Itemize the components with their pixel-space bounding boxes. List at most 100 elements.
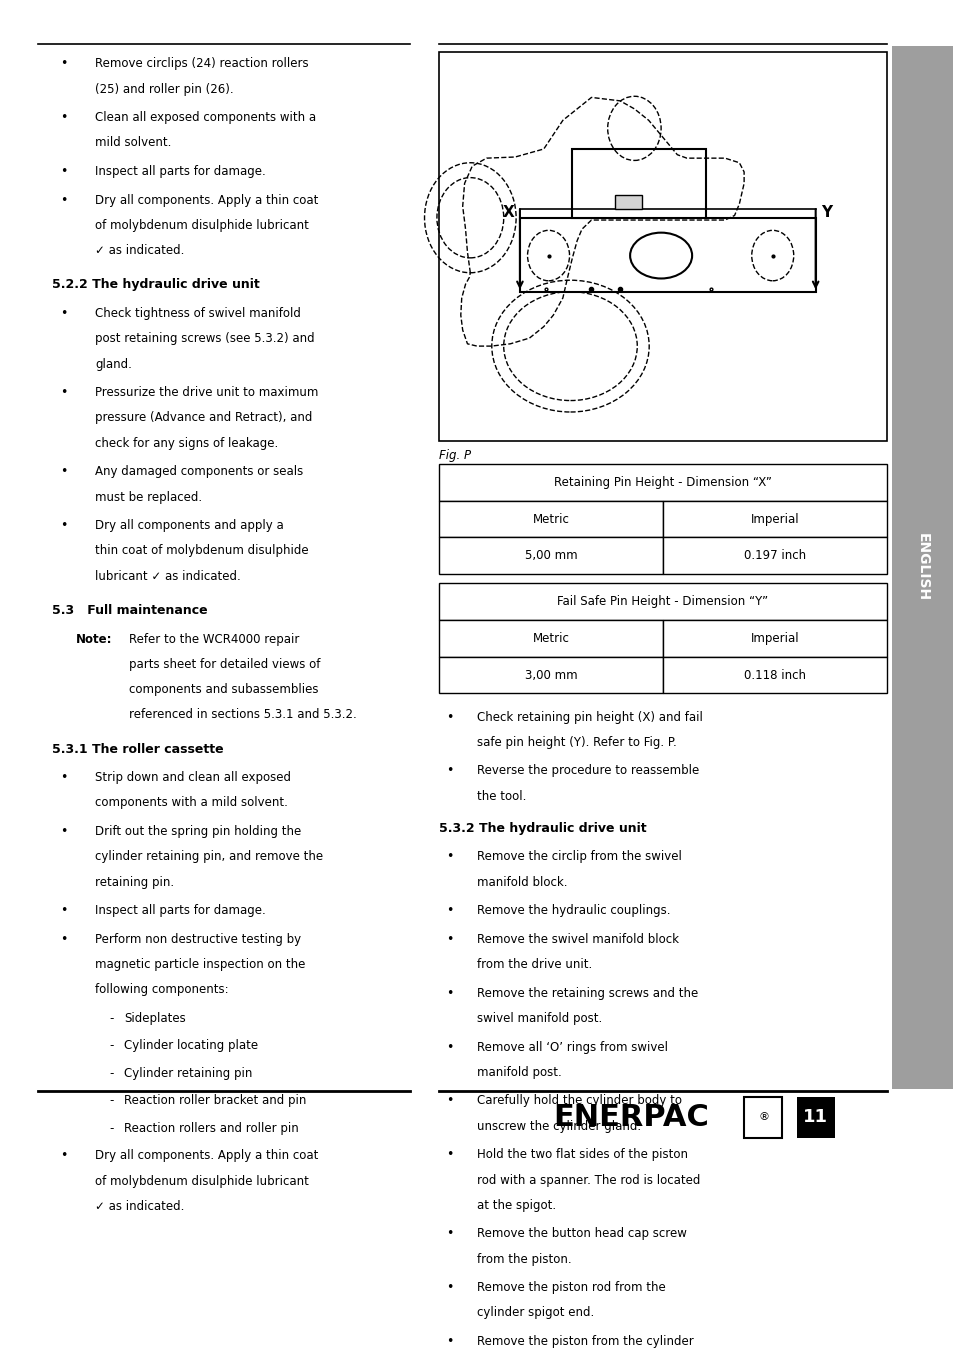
Text: Remove circlips (24) reaction rollers: Remove circlips (24) reaction rollers bbox=[95, 57, 309, 70]
Text: mild solvent.: mild solvent. bbox=[95, 137, 172, 149]
Text: Dry all components. Apply a thin coat: Dry all components. Apply a thin coat bbox=[95, 194, 318, 207]
Text: Sideplates: Sideplates bbox=[124, 1011, 186, 1025]
Text: -: - bbox=[110, 1094, 114, 1108]
Text: •: • bbox=[446, 987, 454, 999]
Text: ENGLISH: ENGLISH bbox=[915, 533, 929, 601]
Text: Remove the button head cap screw: Remove the button head cap screw bbox=[476, 1228, 686, 1240]
Text: Y: Y bbox=[821, 204, 832, 219]
Text: rod with a spanner. The rod is located: rod with a spanner. The rod is located bbox=[476, 1174, 700, 1186]
Text: gland.: gland. bbox=[95, 357, 132, 371]
Text: Dry all components and apply a: Dry all components and apply a bbox=[95, 519, 284, 532]
Bar bbox=[438, 620, 662, 657]
Text: Refer to the WCR4000 repair: Refer to the WCR4000 repair bbox=[129, 632, 299, 646]
Text: Remove the piston from the cylinder: Remove the piston from the cylinder bbox=[476, 1335, 693, 1349]
Text: manifold post.: manifold post. bbox=[476, 1066, 561, 1079]
Text: •: • bbox=[60, 1150, 68, 1163]
Text: Remove the retaining screws and the: Remove the retaining screws and the bbox=[476, 987, 698, 999]
Text: Pressurize the drive unit to maximum: Pressurize the drive unit to maximum bbox=[95, 386, 318, 399]
Text: (25) and roller pin (26).: (25) and roller pin (26). bbox=[95, 83, 233, 96]
Text: Note:: Note: bbox=[76, 632, 112, 646]
Bar bbox=[743, 1097, 781, 1137]
Text: •: • bbox=[446, 1281, 454, 1294]
Text: Remove the swivel manifold block: Remove the swivel manifold block bbox=[476, 933, 679, 946]
Text: thin coat of molybdenum disulphide: thin coat of molybdenum disulphide bbox=[95, 544, 309, 558]
Bar bbox=[662, 620, 886, 657]
Text: Reverse the procedure to reassemble: Reverse the procedure to reassemble bbox=[476, 765, 699, 777]
Text: -: - bbox=[110, 1067, 114, 1080]
Text: •: • bbox=[60, 386, 68, 399]
Text: Clean all exposed components with a: Clean all exposed components with a bbox=[95, 111, 316, 125]
Text: Inspect all parts for damage.: Inspect all parts for damage. bbox=[95, 165, 266, 177]
Text: Dry all components. Apply a thin coat: Dry all components. Apply a thin coat bbox=[95, 1150, 318, 1163]
Bar bbox=[438, 464, 886, 501]
Text: •: • bbox=[446, 904, 454, 917]
Text: ✓ as indicated.: ✓ as indicated. bbox=[95, 1200, 185, 1213]
Text: retaining pin.: retaining pin. bbox=[95, 876, 174, 888]
Bar bbox=[615, 195, 641, 209]
Text: Imperial: Imperial bbox=[750, 513, 799, 525]
Text: at the spigot.: at the spigot. bbox=[476, 1198, 556, 1212]
Text: Reaction roller bracket and pin: Reaction roller bracket and pin bbox=[124, 1094, 306, 1108]
Bar bbox=[796, 1097, 834, 1137]
Text: swivel manifold post.: swivel manifold post. bbox=[476, 1011, 601, 1025]
Bar bbox=[662, 538, 886, 574]
Text: •: • bbox=[446, 933, 454, 946]
Bar bbox=[662, 657, 886, 693]
Text: •: • bbox=[60, 165, 68, 177]
Text: •: • bbox=[446, 1335, 454, 1349]
Text: •: • bbox=[60, 194, 68, 207]
Text: 5.3.1 The roller cassette: 5.3.1 The roller cassette bbox=[52, 742, 224, 756]
Text: •: • bbox=[446, 1041, 454, 1053]
Text: •: • bbox=[446, 1228, 454, 1240]
Bar bbox=[438, 501, 662, 538]
Bar bbox=[662, 501, 886, 538]
Text: X: X bbox=[502, 204, 514, 219]
Text: Remove the circlip from the swivel: Remove the circlip from the swivel bbox=[476, 850, 681, 864]
Text: magnetic particle inspection on the: magnetic particle inspection on the bbox=[95, 959, 306, 971]
Bar bbox=[519, 218, 815, 292]
Text: ENERPAC: ENERPAC bbox=[553, 1104, 708, 1132]
Text: Remove the piston rod from the: Remove the piston rod from the bbox=[476, 1281, 665, 1294]
Text: components with a mild solvent.: components with a mild solvent. bbox=[95, 796, 288, 810]
Text: the tool.: the tool. bbox=[476, 789, 526, 803]
Text: Check tightness of swivel manifold: Check tightness of swivel manifold bbox=[95, 307, 301, 320]
Text: post retaining screws (see 5.3.2) and: post retaining screws (see 5.3.2) and bbox=[95, 332, 314, 345]
Text: •: • bbox=[60, 519, 68, 532]
Text: Strip down and clean all exposed: Strip down and clean all exposed bbox=[95, 772, 291, 784]
Text: manifold block.: manifold block. bbox=[476, 876, 567, 888]
Text: of molybdenum disulphide lubricant: of molybdenum disulphide lubricant bbox=[95, 219, 309, 232]
Text: •: • bbox=[60, 57, 68, 70]
Text: Carefully hold the cylinder body to: Carefully hold the cylinder body to bbox=[476, 1094, 681, 1108]
Text: 5.2.2 The hydraulic drive unit: 5.2.2 The hydraulic drive unit bbox=[52, 279, 260, 291]
Text: check for any signs of leakage.: check for any signs of leakage. bbox=[95, 436, 278, 450]
Text: parts sheet for detailed views of: parts sheet for detailed views of bbox=[129, 658, 320, 670]
Text: Cylinder locating plate: Cylinder locating plate bbox=[124, 1040, 258, 1052]
Text: •: • bbox=[446, 1094, 454, 1108]
Bar bbox=[891, 46, 953, 1089]
Text: •: • bbox=[446, 765, 454, 777]
Text: Fig. P: Fig. P bbox=[438, 450, 471, 462]
Text: •: • bbox=[60, 466, 68, 478]
Text: 11: 11 bbox=[802, 1109, 827, 1127]
Text: Cylinder retaining pin: Cylinder retaining pin bbox=[124, 1067, 253, 1080]
Text: •: • bbox=[60, 772, 68, 784]
Text: -: - bbox=[110, 1122, 114, 1135]
Text: 5.3   Full maintenance: 5.3 Full maintenance bbox=[52, 604, 208, 617]
Text: following components:: following components: bbox=[95, 983, 229, 997]
Text: -: - bbox=[110, 1011, 114, 1025]
Text: Drift out the spring pin holding the: Drift out the spring pin holding the bbox=[95, 825, 301, 838]
Text: Reaction rollers and roller pin: Reaction rollers and roller pin bbox=[124, 1122, 298, 1135]
Bar bbox=[572, 149, 705, 218]
Text: Retaining Pin Height - Dimension “X”: Retaining Pin Height - Dimension “X” bbox=[554, 477, 771, 489]
Text: -: - bbox=[110, 1040, 114, 1052]
Text: 0.118 inch: 0.118 inch bbox=[743, 669, 805, 681]
Text: 0.197 inch: 0.197 inch bbox=[743, 550, 805, 562]
Text: ®: ® bbox=[758, 1113, 769, 1122]
Text: ✓ as indicated.: ✓ as indicated. bbox=[95, 244, 185, 257]
Text: •: • bbox=[446, 850, 454, 864]
Text: Check retaining pin height (X) and fail: Check retaining pin height (X) and fail bbox=[476, 711, 702, 723]
Text: •: • bbox=[60, 307, 68, 320]
Text: cylinder retaining pin, and remove the: cylinder retaining pin, and remove the bbox=[95, 850, 323, 864]
Text: Inspect all parts for damage.: Inspect all parts for damage. bbox=[95, 904, 266, 917]
Text: Remove all ‘O’ rings from swivel: Remove all ‘O’ rings from swivel bbox=[476, 1041, 667, 1053]
